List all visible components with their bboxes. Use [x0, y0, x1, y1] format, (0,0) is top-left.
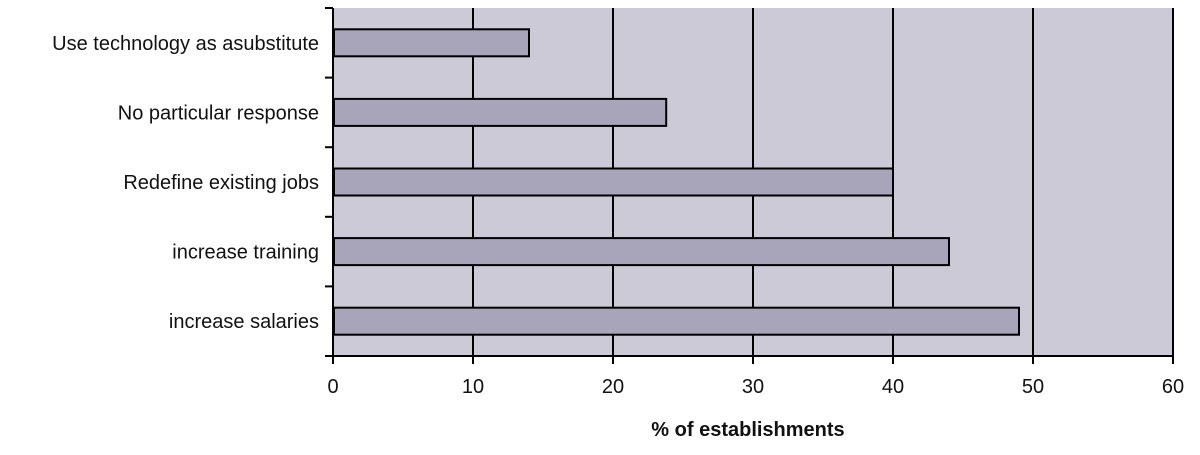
x-tick-label-0: 0 [327, 376, 338, 398]
x-tick-label-20: 20 [602, 376, 624, 398]
x-tick-label-50: 50 [1022, 376, 1044, 398]
category-labels: Use technology as asubstitute No particul… [52, 33, 319, 333]
category-label-1: No particular response [118, 102, 319, 124]
bars [333, 28, 1020, 336]
axes [325, 7, 1174, 364]
x-tick-label-30: 30 [742, 376, 764, 398]
x-tick-label-10: 10 [462, 376, 484, 398]
category-label-3: increase training [172, 242, 319, 264]
x-tick-label-60: 60 [1162, 376, 1184, 398]
x-tick-labels: 0 10 20 30 40 50 60 [327, 376, 1184, 398]
bar-3 [333, 237, 950, 267]
category-label-4: increase salaries [169, 311, 319, 333]
bar-0 [333, 28, 530, 58]
bar-2 [333, 167, 894, 197]
x-axis-title: % of establishments [651, 419, 844, 441]
x-tick-label-40: 40 [882, 376, 904, 398]
bar-1 [333, 97, 668, 127]
category-label-2: Redefine existing jobs [123, 172, 319, 194]
category-label-0: Use technology as asubstitute [52, 33, 319, 55]
bar-4 [333, 306, 1020, 336]
